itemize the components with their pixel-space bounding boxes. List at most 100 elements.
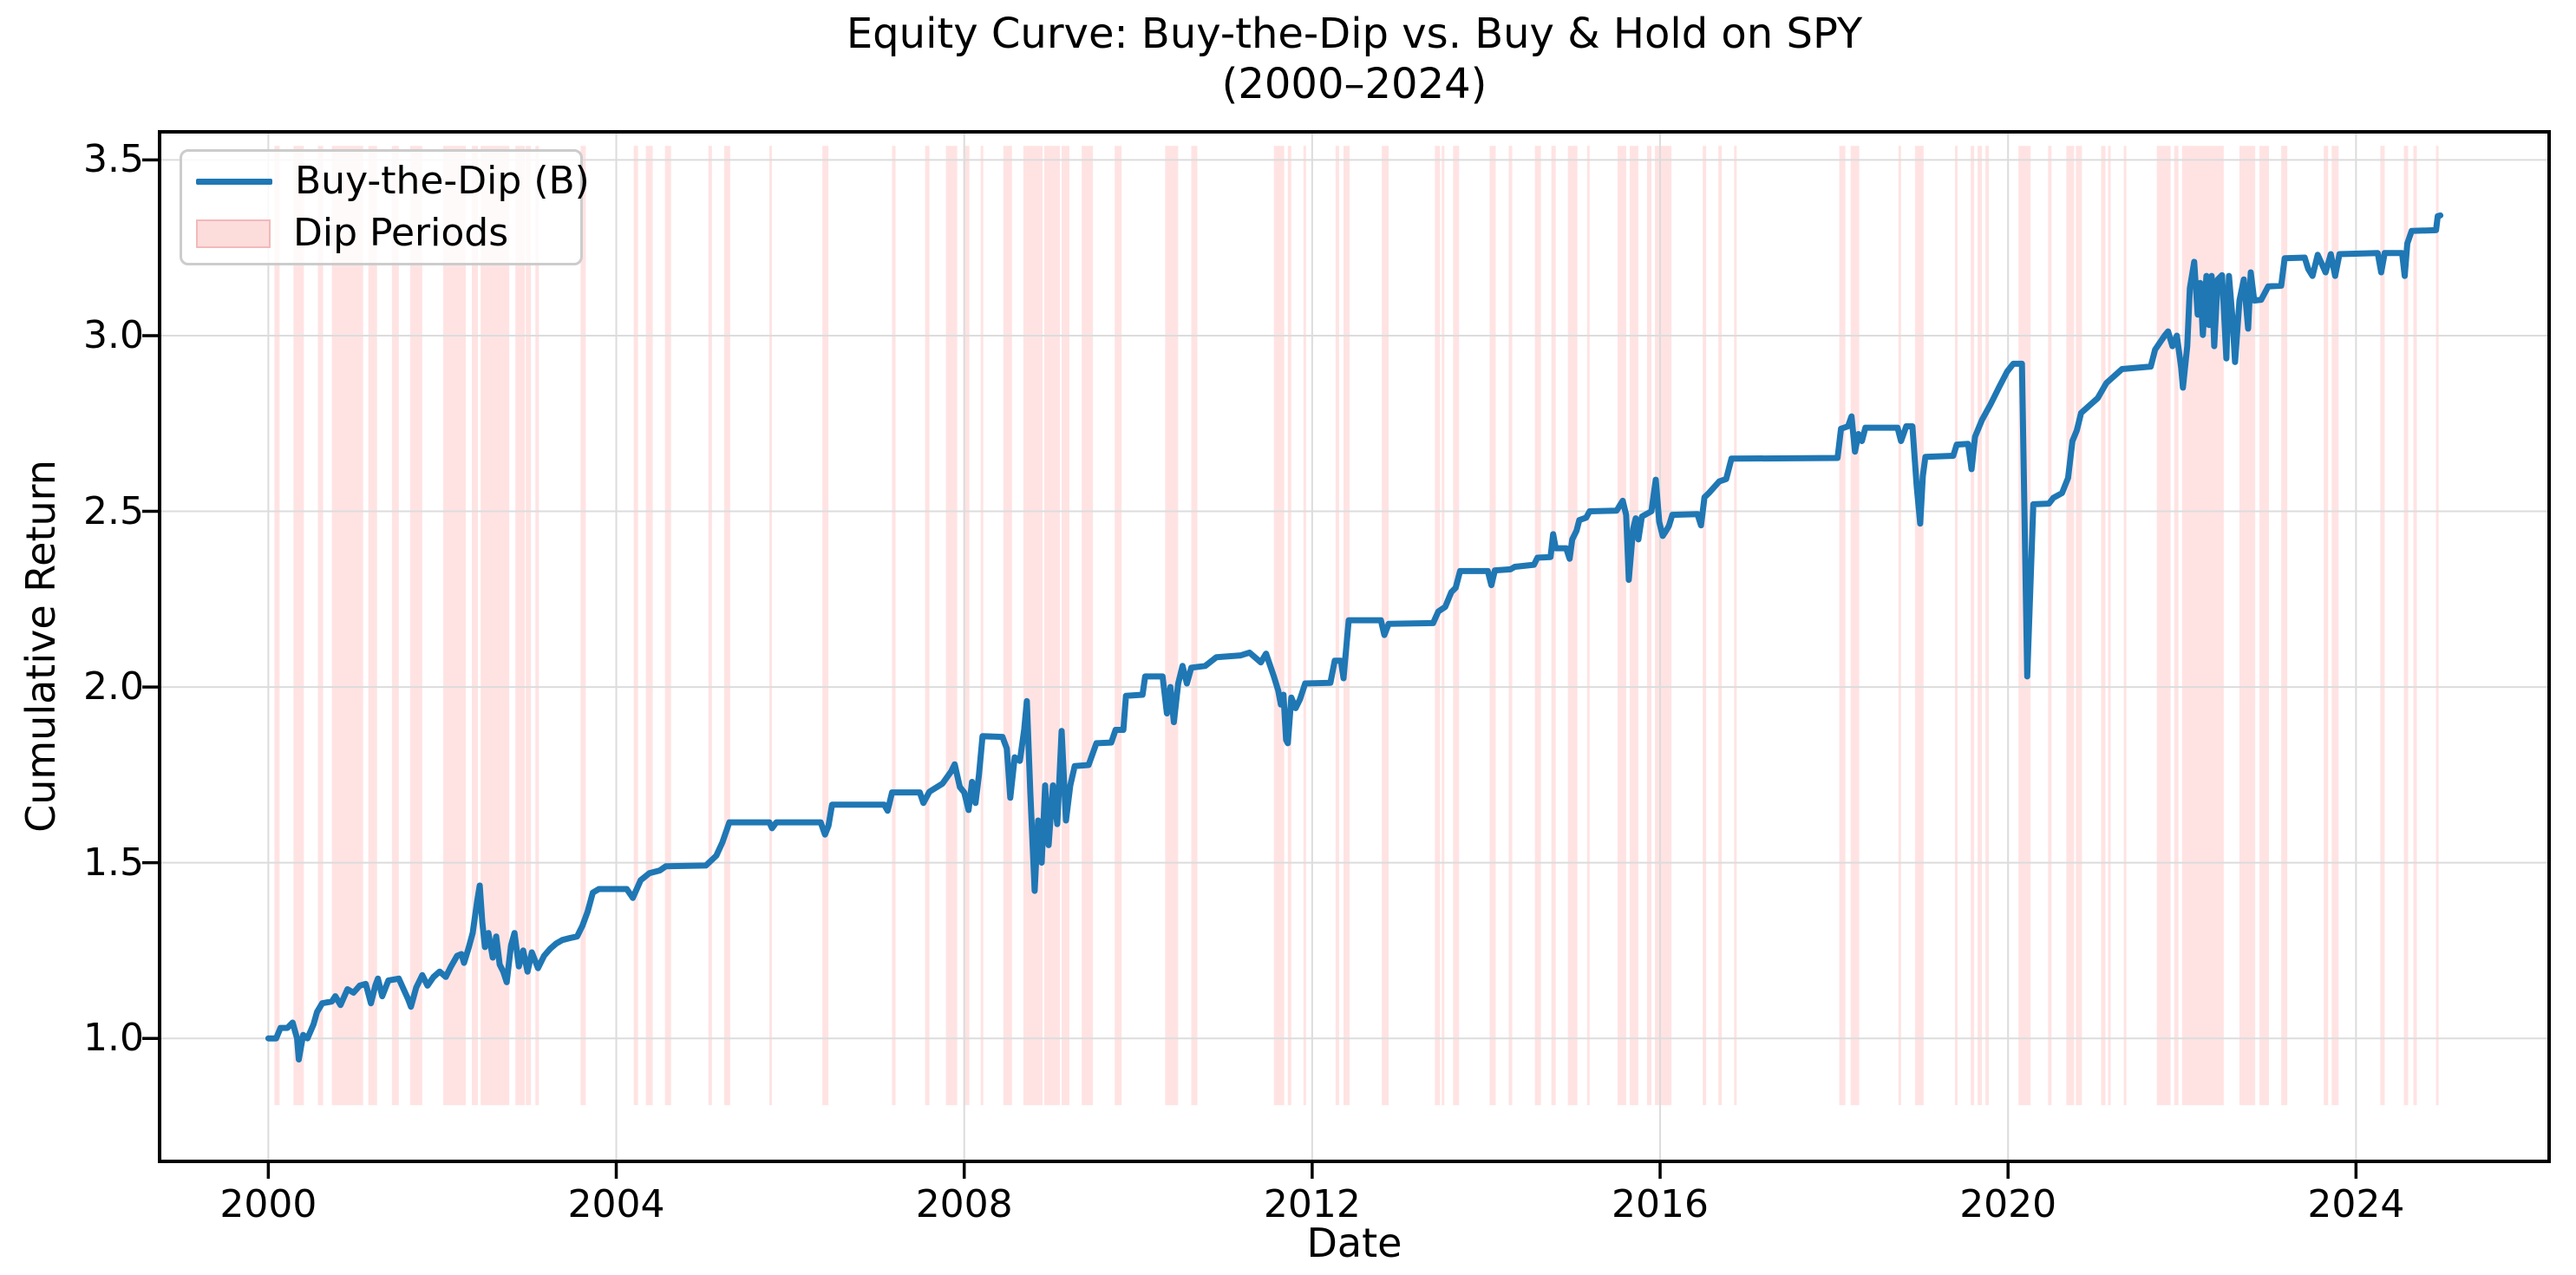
dip-band <box>1718 146 1723 1106</box>
dip-band <box>1898 146 1901 1106</box>
dip-band <box>515 146 526 1106</box>
dip-band <box>1165 146 1179 1106</box>
dip-band <box>1003 146 1012 1106</box>
dip-band <box>1617 146 1626 1106</box>
dip-band <box>368 146 377 1106</box>
dip-band <box>1655 146 1672 1106</box>
dip-band <box>472 146 478 1106</box>
dip-band <box>1734 146 1737 1106</box>
dip-band <box>2123 146 2127 1106</box>
dip-band <box>892 146 896 1106</box>
dip-band <box>963 146 970 1106</box>
dip-band <box>2066 146 2075 1106</box>
dip-band <box>1647 146 1651 1106</box>
y-tick-label: 3.5 <box>83 137 144 182</box>
dip-band <box>1062 146 1069 1106</box>
dip-band <box>2101 146 2106 1106</box>
dip-band <box>1273 146 1285 1106</box>
dip-band <box>2156 146 2171 1106</box>
legend-item-dip-periods: Dip Periods <box>196 213 580 253</box>
dip-band <box>925 146 930 1106</box>
dip-band <box>2076 146 2082 1106</box>
dip-band <box>2403 146 2409 1106</box>
chart-title-line2: (2000–2024) <box>1221 60 1487 108</box>
y-tick-label: 1.0 <box>83 1016 144 1061</box>
dip-band <box>580 146 586 1106</box>
dip-band <box>1442 146 1445 1106</box>
x-tick-label: 2012 <box>1263 1182 1361 1226</box>
dip-band <box>1023 146 1043 1106</box>
dip-band <box>1839 146 1846 1106</box>
x-tick-label: 2020 <box>1959 1182 2057 1226</box>
legend-item-buy-the-dip: Buy-the-Dip (B) <box>196 161 590 201</box>
dip-band <box>1567 146 1578 1106</box>
dip-band <box>822 146 829 1106</box>
dip-band <box>293 146 304 1106</box>
dip-band <box>664 146 671 1106</box>
chart-title-line1: Equity Curve: Buy-the-Dip vs. Buy & Hold… <box>846 10 1863 58</box>
y-tick-label: 3.0 <box>83 312 144 357</box>
dip-band <box>526 146 532 1106</box>
dip-band <box>1435 146 1441 1106</box>
dip-band <box>633 146 638 1106</box>
dip-band <box>1978 146 1983 1106</box>
dip-band <box>1453 146 1460 1106</box>
dip-band <box>391 146 399 1106</box>
dip-band <box>1971 146 1975 1106</box>
dip-band <box>1191 146 1198 1106</box>
dip-band <box>1335 146 1339 1106</box>
x-tick-label: 2000 <box>219 1182 317 1226</box>
dip-band <box>1985 146 1990 1106</box>
dip-band <box>481 146 510 1106</box>
dip-band <box>1508 146 1513 1106</box>
dip-band <box>1703 146 1707 1106</box>
dip-band <box>409 146 422 1106</box>
dip-band <box>1115 146 1122 1106</box>
dip-band <box>2435 146 2439 1106</box>
dip-band <box>1629 146 1638 1106</box>
dip-band <box>708 146 712 1106</box>
dip-band <box>2413 146 2417 1106</box>
dip-band <box>2331 146 2339 1106</box>
dip-band <box>442 146 466 1106</box>
dip-band <box>723 146 730 1106</box>
y-tick-label: 2.5 <box>83 488 144 533</box>
equity-curve-line <box>265 212 2444 1062</box>
x-tick-label: 2008 <box>915 1182 1013 1226</box>
x-tick-label: 2016 <box>1612 1182 1709 1226</box>
dip-band <box>1955 146 1958 1106</box>
legend-item-label: Dip Periods <box>293 211 509 255</box>
dip-band <box>1850 146 1860 1106</box>
dip-band <box>1044 146 1061 1106</box>
dip-band <box>2281 146 2288 1106</box>
dip-band <box>2174 146 2179 1106</box>
x-axis-label: Date <box>1306 1219 1402 1266</box>
dip-band <box>2108 146 2111 1106</box>
x-tick-label: 2024 <box>2307 1182 2405 1226</box>
dip-band <box>1303 146 1306 1106</box>
dip-band <box>331 146 363 1106</box>
tick-marks <box>142 158 2358 1179</box>
y-tick-label: 1.5 <box>83 840 144 885</box>
dip-band <box>980 146 984 1106</box>
dip-band <box>1287 146 1291 1106</box>
legend-item-label: Buy-the-Dip (B) <box>295 159 590 203</box>
dip-band <box>2259 146 2269 1106</box>
dip-band <box>2048 146 2052 1106</box>
dip-band <box>2239 146 2256 1106</box>
dip-band <box>769 146 772 1106</box>
dip-band <box>945 146 958 1106</box>
y-tick-label: 2.0 <box>83 664 144 709</box>
dip-band <box>1082 146 1094 1106</box>
chart-title: Equity Curve: Buy-the-Dip vs. Buy & Hold… <box>160 9 2549 109</box>
dip-band <box>317 146 324 1106</box>
dip-band <box>274 146 280 1106</box>
dip-band <box>535 146 539 1106</box>
dip-band <box>2324 146 2329 1106</box>
dip-bands <box>274 146 2439 1106</box>
plot-spines <box>158 130 2551 1163</box>
legend: Buy-the-Dip (B) Dip Periods <box>180 149 590 265</box>
x-tick-label: 2004 <box>567 1182 665 1226</box>
legend-line-swatch <box>196 178 272 185</box>
